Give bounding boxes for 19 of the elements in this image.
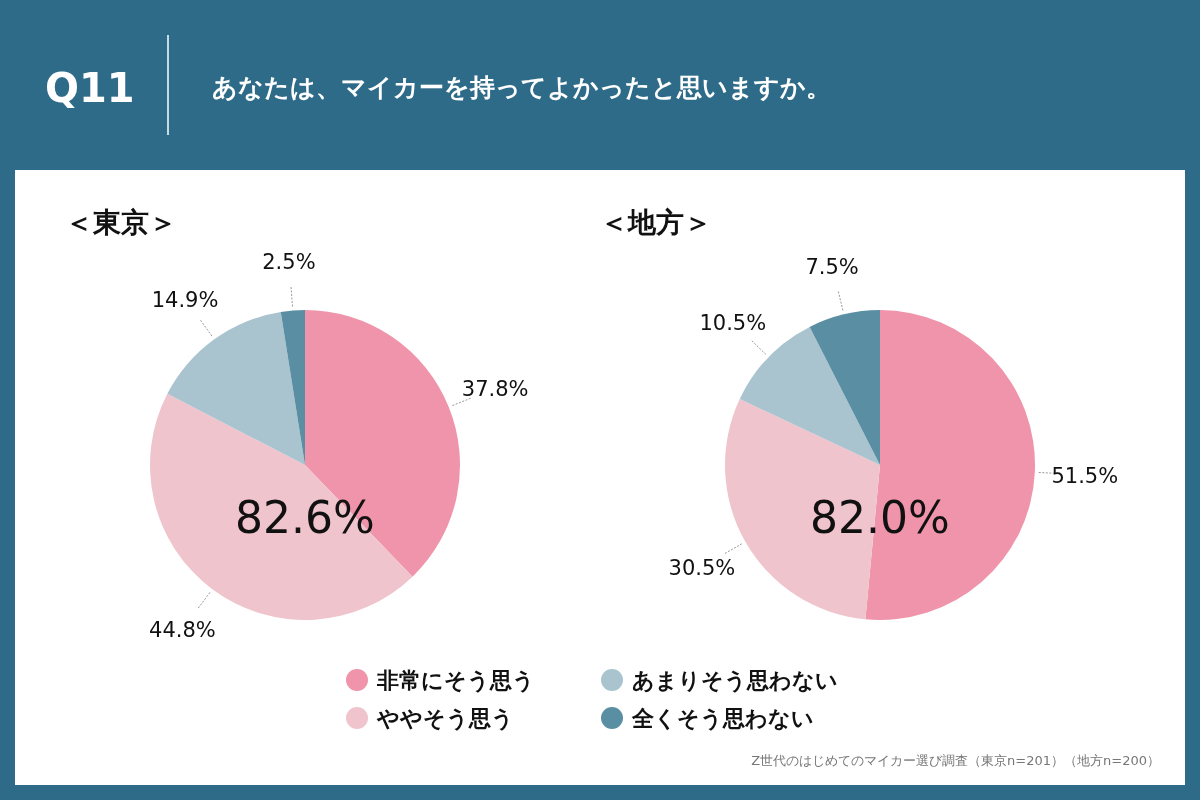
- data-label: 37.8%: [461, 377, 529, 402]
- chart-title: ＜地方＞: [600, 206, 712, 239]
- text: あなたは、マイカーを持ってよかったと思いますか。: [212, 73, 831, 102]
- data-label: 7.5%: [805, 254, 859, 279]
- data-label: 10.5%: [699, 311, 767, 336]
- legend-label: 全くそう思わない: [631, 706, 814, 731]
- data-label: 51.5%: [1051, 463, 1119, 488]
- data-label: 2.5%: [262, 249, 316, 274]
- legend-label: 非常にそう思う: [376, 668, 535, 693]
- text: 82.0%: [810, 492, 950, 543]
- legend-label: あまりそう思わない: [632, 668, 838, 693]
- text: Q11: [45, 65, 135, 111]
- data-label: 14.9%: [151, 287, 219, 312]
- data-label: 44.8%: [149, 618, 216, 643]
- data-label: 30.5%: [668, 555, 736, 580]
- text: 82.6%: [235, 492, 375, 543]
- text: Z世代のはじめてのマイカー選び調査（東京n=201）（地方n=200）: [751, 753, 1160, 768]
- legend-label: ややそう思う: [376, 706, 514, 731]
- chart-title: ＜東京＞: [65, 206, 177, 239]
